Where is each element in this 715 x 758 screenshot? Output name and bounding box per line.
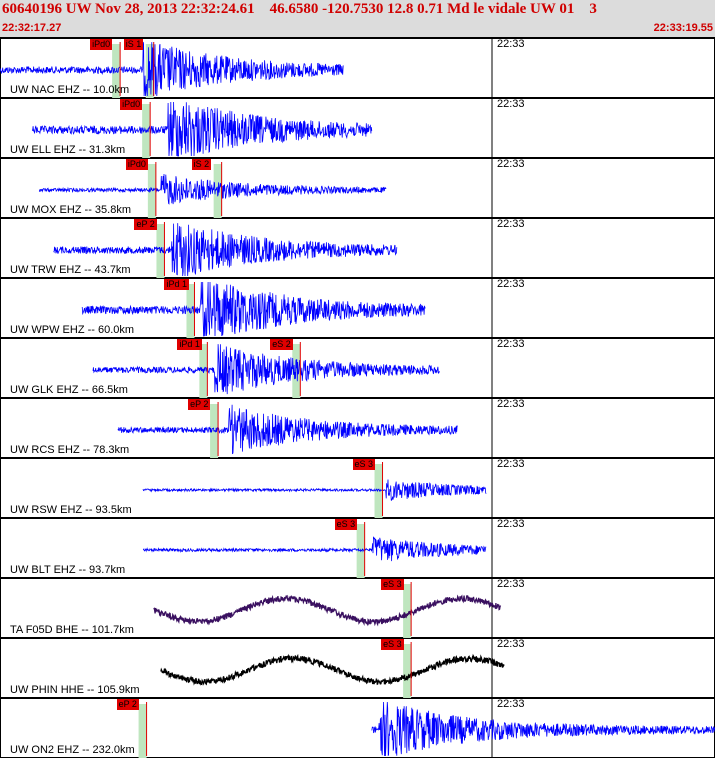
waveform bbox=[31, 101, 373, 157]
station-label: UW RCS EHZ -- 78.3km bbox=[10, 444, 130, 456]
station-label: UW GLK EHZ -- 66.5km bbox=[10, 384, 128, 396]
time-tick-label: 22:33 bbox=[497, 338, 525, 350]
pick-window bbox=[292, 344, 301, 398]
pick-label[interactable]: iPd 1 bbox=[164, 279, 189, 290]
pick-label[interactable]: iS 1 bbox=[123, 39, 144, 50]
time-tick-label: 22:33 bbox=[497, 458, 525, 470]
waveform bbox=[153, 594, 502, 627]
pick-label[interactable]: eS 3 bbox=[352, 459, 376, 470]
pick-label[interactable]: eS 3 bbox=[381, 579, 404, 590]
station-label: UW WPW EHZ -- 60.0km bbox=[10, 324, 135, 336]
trace-panel[interactable]: eS 3 22:33 UW PHIN HHE -- 105.9km bbox=[0, 638, 715, 698]
pick-label[interactable]: eP 2 bbox=[188, 399, 211, 410]
pick-label[interactable]: eS 2 bbox=[270, 339, 293, 350]
trace-panel[interactable]: iPd0 iS 1 22:33 UW NAC EHZ -- 10.0km bbox=[0, 38, 715, 98]
pick-label[interactable]: iPd0 bbox=[120, 99, 143, 110]
station-label: UW BLT EHZ -- 93.7km bbox=[10, 564, 126, 576]
waveform bbox=[142, 536, 487, 562]
trace-panel[interactable]: iPd0 iS 2 22:33 UW MOX EHZ -- 35.8km bbox=[0, 158, 715, 218]
pick-window bbox=[138, 704, 147, 758]
station-label: UW RSW EHZ -- 93.5km bbox=[10, 504, 132, 516]
time-tick-label: 22:33 bbox=[497, 218, 525, 230]
station-label: UW ELL EHZ -- 31.3km bbox=[10, 144, 126, 156]
trace-panel[interactable]: eS 3 22:33 UW BLT EHZ -- 93.7km bbox=[0, 518, 715, 578]
pick-label[interactable]: iPd0 bbox=[90, 39, 113, 50]
waveform bbox=[38, 173, 387, 205]
trace-panel[interactable]: eP 2 22:33 UW RCS EHZ -- 78.3km bbox=[0, 398, 715, 458]
waveform bbox=[0, 41, 344, 97]
waveform bbox=[160, 653, 505, 686]
waveform bbox=[142, 479, 487, 501]
station-label: TA F05D BHE -- 101.7km bbox=[10, 624, 134, 636]
trace-panel[interactable]: eP 2 22:33 UW ON2 EHZ -- 232.0km bbox=[0, 698, 715, 758]
event-title: 60640196 UW Nov 28, 2013 22:32:24.61 46.… bbox=[2, 1, 597, 17]
trace-panel[interactable]: eP 2 22:33 UW TRW EHZ -- 43.7km bbox=[0, 218, 715, 278]
time-tick-label: 22:33 bbox=[497, 518, 525, 530]
station-label: UW NAC EHZ -- 10.0km bbox=[10, 84, 130, 96]
station-label: UW PHIN HHE -- 105.9km bbox=[10, 684, 140, 696]
time-tick-label: 22:33 bbox=[497, 578, 525, 590]
pick-label[interactable]: eS 3 bbox=[334, 519, 358, 530]
trace-panel[interactable]: eS 3 22:33 TA F05D BHE -- 101.7km bbox=[0, 578, 715, 638]
pick-label[interactable]: eP 2 bbox=[134, 219, 157, 230]
time-tick-label: 22:33 bbox=[497, 98, 525, 110]
trace-panel[interactable]: iPd 1 22:33 UW WPW EHZ -- 60.0km bbox=[0, 278, 715, 338]
time-tick-label: 22:33 bbox=[497, 638, 525, 650]
pick-window bbox=[147, 164, 156, 218]
start-time: 22:32:17.27 bbox=[2, 22, 62, 34]
time-tick-label: 22:33 bbox=[497, 698, 525, 710]
station-label: UW MOX EHZ -- 35.8km bbox=[10, 204, 132, 216]
pick-label[interactable]: eS 3 bbox=[381, 639, 404, 650]
waveform bbox=[92, 344, 440, 395]
trace-panel[interactable]: eS 3 22:33 UW RSW EHZ -- 93.5km bbox=[0, 458, 715, 518]
pick-label[interactable]: iS 2 bbox=[191, 159, 212, 170]
trace-panel[interactable]: iPd0 22:33 UW ELL EHZ -- 31.3km bbox=[0, 98, 715, 158]
pick-window bbox=[403, 644, 412, 698]
end-time: 22:33:19.55 bbox=[653, 22, 713, 34]
pick-window bbox=[403, 584, 412, 638]
time-tick-label: 22:33 bbox=[497, 278, 525, 290]
time-tick-label: 22:33 bbox=[497, 398, 525, 410]
waveform bbox=[53, 223, 398, 277]
station-label: UW TRW EHZ -- 43.7km bbox=[10, 264, 131, 276]
pick-label[interactable]: iPd 1 bbox=[177, 339, 202, 350]
station-label: UW ON2 EHZ -- 232.0km bbox=[10, 744, 135, 756]
pick-label[interactable]: eP 2 bbox=[116, 699, 139, 710]
waveform bbox=[371, 701, 715, 757]
pick-label[interactable]: iPd0 bbox=[125, 159, 148, 170]
waveform bbox=[81, 281, 426, 337]
waveform bbox=[117, 404, 458, 455]
event-header: 60640196 UW Nov 28, 2013 22:32:24.61 46.… bbox=[0, 0, 715, 38]
pick-window bbox=[374, 464, 383, 518]
time-tick-label: 22:33 bbox=[497, 38, 525, 50]
trace-panel[interactable]: iPd 1 eS 2 22:33 UW GLK EHZ -- 66.5km bbox=[0, 338, 715, 398]
time-tick-label: 22:33 bbox=[497, 158, 525, 170]
